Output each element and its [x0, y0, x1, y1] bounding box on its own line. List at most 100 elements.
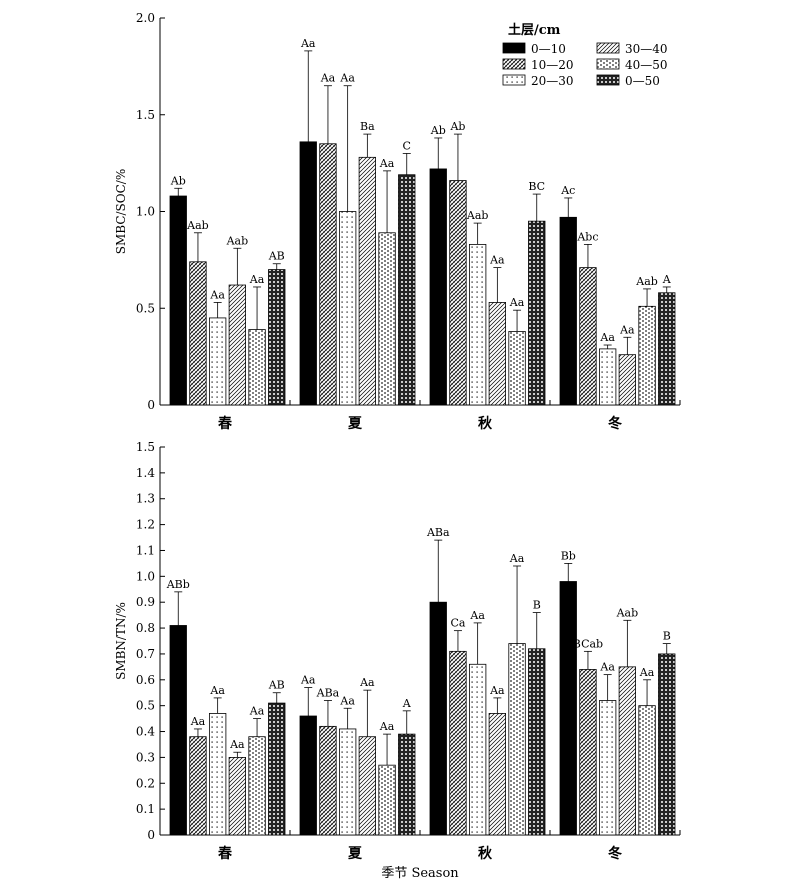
y-axis-label: SMBC/SOC/%: [114, 169, 128, 254]
bar-3: [208, 317, 227, 406]
y-tick-label: 2.0: [136, 11, 155, 25]
significance-label: Aa: [300, 674, 316, 687]
significance-label: ABa: [316, 686, 340, 699]
bar-1: [169, 195, 187, 406]
y-tick-label: 0.5: [136, 699, 155, 713]
significance-label: BC: [528, 180, 545, 193]
legend-label-5: 40—50: [625, 58, 668, 72]
significance-label: Aab: [186, 219, 209, 232]
significance-label: Aa: [190, 715, 206, 728]
x-tick-label: 秋: [478, 845, 493, 862]
significance-label: Ab: [170, 174, 186, 187]
legend-swatch-6: [596, 74, 620, 86]
chart-panel-2: 0 0.1 0.2 0.3 0.4 0.5 0.6 0.7 0.8 0.9 1.0 1.1 1.2 1.3…: [114, 440, 681, 881]
bar-6: [658, 292, 676, 406]
legend-swatch-2: [502, 58, 526, 70]
significance-label: Aa: [469, 609, 485, 622]
chart-panel-1: 0 0.5 1.0 1.5 2.0 SMBC/SOC/% 春 夏 秋 冬 Ab Aa Ab Ac Aab Aa…: [114, 11, 681, 432]
significance-label: C: [403, 139, 411, 152]
bar-3: [599, 700, 617, 836]
legend-swatch-1: [502, 42, 526, 54]
bar-2: [189, 261, 207, 406]
significance-label: Aa: [359, 676, 375, 689]
significance-label: A: [402, 697, 412, 710]
bar-6: [268, 702, 286, 836]
significance-label: Aa: [489, 684, 505, 697]
x-tick-label: 秋: [478, 415, 493, 432]
significance-label: Aa: [509, 296, 525, 309]
bar-1: [169, 625, 187, 836]
bar-3: [208, 713, 227, 836]
bar-2: [449, 650, 467, 836]
bar-5: [378, 764, 396, 836]
significance-label: A: [662, 273, 672, 286]
x-tick-label: 夏: [348, 415, 363, 432]
bar-5: [508, 643, 526, 836]
bar-3: [468, 663, 487, 836]
bar-5: [378, 232, 396, 406]
bar-1: [299, 715, 317, 836]
significance-label: Ca: [450, 617, 465, 630]
legend-label-4: 30—40: [625, 42, 668, 56]
bar-6: [268, 269, 286, 406]
bar-2: [319, 725, 337, 836]
significance-label: Aa: [619, 323, 635, 336]
bar-2: [189, 736, 207, 836]
bar-6: [528, 648, 546, 836]
significance-label: Aa: [339, 72, 355, 85]
significance-label: Ba: [360, 120, 375, 133]
bar-4: [358, 156, 377, 406]
x-tick-label: 冬: [608, 415, 622, 432]
significance-label: Aa: [599, 331, 615, 344]
legend-swatch-5: [596, 58, 620, 70]
y-axis-label: SMBN/TN/%: [114, 602, 128, 680]
legend-swatch-4: [596, 42, 620, 54]
legend-label-3: 20—30: [531, 74, 574, 88]
bar-4: [228, 757, 247, 836]
significance-label: Aa: [509, 552, 525, 565]
y-tick-label: 0.4: [136, 725, 155, 739]
bar-1: [429, 168, 447, 406]
bar-3: [338, 728, 357, 836]
y-tick-label: 1.5: [136, 108, 155, 122]
bar-3: [599, 348, 617, 406]
bar-6: [528, 220, 546, 406]
bar-1: [559, 216, 577, 406]
significance-label: Aa: [599, 661, 615, 674]
bar-4: [488, 302, 507, 406]
bar-4: [228, 284, 247, 406]
significance-label: Aa: [229, 738, 245, 751]
legend-label-1: 0—10: [531, 42, 566, 56]
significance-label: Aab: [466, 209, 489, 222]
bar-4: [618, 354, 636, 406]
significance-label: Ab: [430, 124, 446, 137]
y-tick-label: 0.9: [136, 595, 155, 609]
significance-label: Aa: [249, 705, 265, 718]
significance-label: ABa: [426, 526, 450, 539]
bar-5: [248, 329, 266, 406]
legend-swatch-3: [502, 74, 526, 86]
y-tick-label: 1.2: [136, 518, 155, 532]
bar-5: [248, 736, 266, 836]
significance-label: Aa: [209, 684, 225, 697]
legend-title: 土层/cm: [508, 22, 561, 38]
significance-label: Ab: [449, 120, 465, 133]
x-axis-label: 季节 Season: [381, 866, 459, 881]
x-tick-label: 夏: [348, 845, 363, 862]
y-tick-label: 0.3: [136, 750, 155, 764]
y-tick-label: 1.1: [136, 543, 155, 557]
significance-label: B: [663, 630, 671, 643]
significance-label: B: [533, 599, 541, 612]
x-tick-label: 冬: [608, 845, 622, 862]
bar-1: [429, 601, 447, 836]
significance-label: Abc: [576, 230, 598, 243]
significance-label: Aa: [639, 666, 655, 679]
bar-6: [658, 653, 676, 836]
y-tick-label: 1.5: [136, 440, 155, 454]
bar-4: [358, 736, 377, 836]
bar-1: [559, 581, 577, 836]
significance-label: Ac: [560, 184, 575, 197]
bar-2: [449, 180, 467, 406]
significance-label: Aa: [209, 288, 225, 301]
